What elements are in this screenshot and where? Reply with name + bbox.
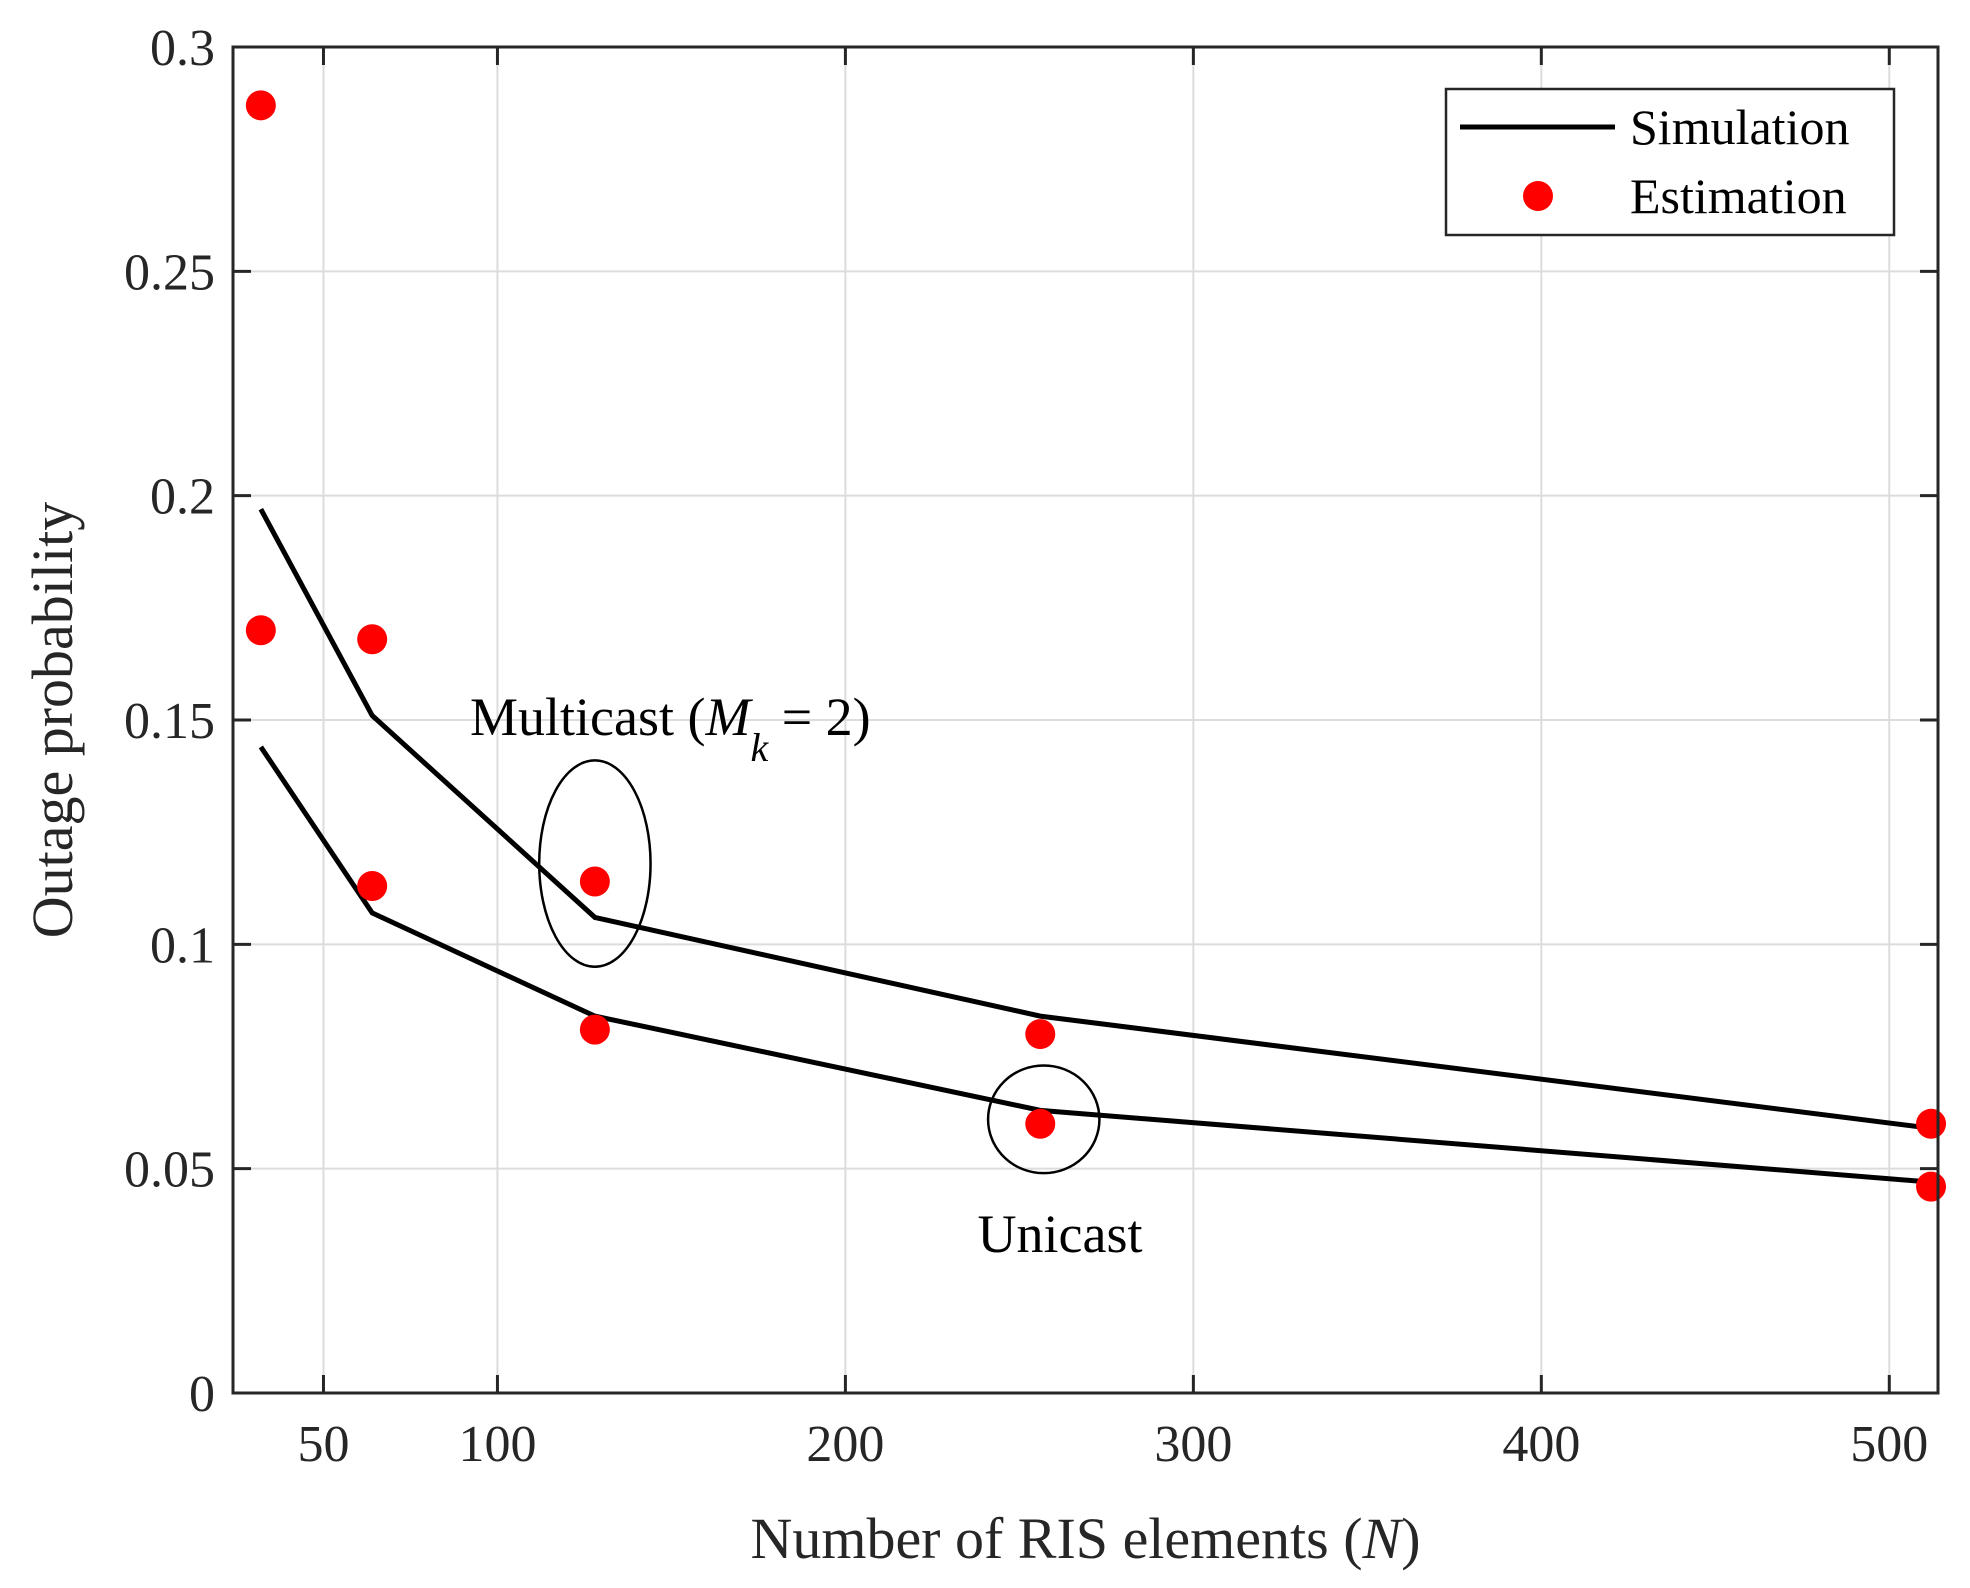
x-tick-label: 50 xyxy=(297,1416,349,1473)
y-tick-label: 0.05 xyxy=(124,1142,215,1199)
multicast-ellipse xyxy=(537,759,652,969)
y-tick-labels: 0 0.05 0.1 0.15 0.2 0.25 0.3 xyxy=(124,20,215,1423)
x-tick-label: 500 xyxy=(1850,1416,1928,1473)
data-point xyxy=(1025,1108,1056,1139)
legend-box xyxy=(1444,87,1896,237)
x-tick-label: 200 xyxy=(806,1416,884,1473)
multicast-label: Multicast (Mk = 2) xyxy=(470,687,871,770)
data-point xyxy=(357,624,388,655)
x-tick-labels: 50 100 200 300 400 500 xyxy=(297,1416,1928,1473)
x-tick-label: 100 xyxy=(458,1416,536,1473)
series-line xyxy=(258,507,1932,1131)
multicast-label-prefix: Multicast ( xyxy=(470,687,705,747)
data-point xyxy=(1916,1108,1947,1139)
x-axis-label-prefix: Number of RIS elements ( xyxy=(750,1506,1362,1571)
y-tick-label: 0 xyxy=(189,1366,215,1423)
y-tick-label: 0.25 xyxy=(124,244,215,301)
data-point xyxy=(245,90,276,121)
legend-estimation-marker xyxy=(1523,181,1553,211)
data-point xyxy=(579,1014,610,1045)
y-tick-label: 0.1 xyxy=(150,917,215,974)
unicast-label: Unicast xyxy=(978,1204,1143,1264)
data-point xyxy=(1916,1171,1947,1202)
data-point xyxy=(245,615,276,646)
legend-simulation-label: Simulation xyxy=(1630,99,1849,155)
legend: Simulation Estimation xyxy=(1444,87,1896,237)
data-point xyxy=(1025,1019,1056,1050)
annotations: Multicast (Mk = 2) Unicast xyxy=(470,687,1142,1264)
multicast-label-var: M xyxy=(704,687,753,747)
multicast-label-sub: k xyxy=(750,725,769,770)
tick-marks xyxy=(233,45,1938,1395)
x-axis-label-var: N xyxy=(1362,1506,1405,1571)
x-axis-label: Number of RIS elements (N) xyxy=(750,1506,1420,1571)
y-tick-label: 0.2 xyxy=(150,469,215,526)
multicast-label-suffix: = 2) xyxy=(768,687,870,747)
data-point xyxy=(579,866,610,897)
unicast-ellipse xyxy=(986,1064,1101,1175)
y-axis-label: Outage probability xyxy=(20,502,85,939)
x-tick-label: 300 xyxy=(1154,1416,1232,1473)
estimation-markers xyxy=(245,90,1947,1202)
y-tick-label: 0.15 xyxy=(124,693,215,750)
y-tick-label: 0.3 xyxy=(150,20,215,77)
x-axis-label-suffix: ) xyxy=(1401,1506,1420,1571)
x-tick-label: 400 xyxy=(1502,1416,1580,1473)
legend-estimation-label: Estimation xyxy=(1630,168,1847,224)
data-point xyxy=(357,871,388,902)
